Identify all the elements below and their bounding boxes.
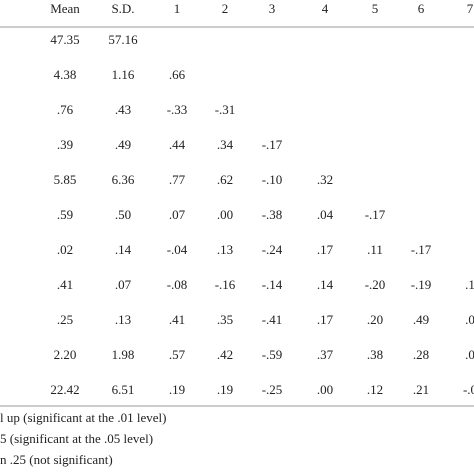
cell: -.08	[167, 277, 188, 292]
cell: 6.36	[112, 172, 135, 187]
cell: -.41	[262, 312, 283, 327]
cell: .00	[217, 207, 233, 222]
cell: 1.16	[112, 67, 135, 82]
cell: 2.20	[54, 347, 77, 362]
cell: .41	[169, 312, 185, 327]
cell: -.31	[215, 102, 236, 117]
cell: .0	[465, 347, 474, 362]
cell: .49	[413, 312, 429, 327]
cell: -.0	[463, 382, 474, 397]
footnote: 5 (significant at the .05 level)	[0, 431, 153, 446]
column-header: S.D.	[111, 1, 134, 16]
cell: .32	[317, 172, 333, 187]
column-header: 2	[222, 1, 229, 16]
column-header: 5	[372, 1, 379, 16]
cell: .14	[317, 277, 334, 292]
cell: -.20	[365, 277, 386, 292]
cell: .28	[413, 347, 429, 362]
cell: 1.98	[112, 347, 135, 362]
cell: .41	[57, 277, 73, 292]
cell: .34	[217, 137, 234, 152]
cell: .57	[169, 347, 186, 362]
cell: 5.85	[54, 172, 77, 187]
cell: .66	[169, 67, 186, 82]
cell: .20	[367, 312, 383, 327]
cell: .0	[465, 312, 474, 327]
cell: -.25	[262, 382, 283, 397]
cell: .44	[169, 137, 186, 152]
cell: 57.16	[108, 32, 138, 47]
footnote: l up (significant at the .01 level)	[0, 410, 166, 425]
cell: .21	[413, 382, 429, 397]
cell: .59	[57, 207, 73, 222]
cell: .07	[169, 207, 186, 222]
column-header: 7	[467, 1, 474, 16]
column-header: 3	[269, 1, 276, 16]
cell: .25	[57, 312, 73, 327]
column-header: Mean	[50, 1, 80, 16]
cell: .37	[317, 347, 334, 362]
cell: .62	[217, 172, 233, 187]
column-header: 6	[418, 1, 425, 16]
cell: 22.42	[50, 382, 79, 397]
cell: .07	[115, 277, 132, 292]
cell: -.24	[262, 242, 283, 257]
cell: -.04	[167, 242, 188, 257]
cell: .19	[169, 382, 185, 397]
cell: 4.38	[54, 67, 77, 82]
cell: -.14	[262, 277, 283, 292]
cell: 47.35	[50, 32, 79, 47]
cell: .50	[115, 207, 131, 222]
cell: .35	[217, 312, 233, 327]
column-header: 1	[174, 1, 181, 16]
cell: -.16	[215, 277, 236, 292]
cell: -.19	[411, 277, 432, 292]
cell: -.17	[411, 242, 432, 257]
cell: .14	[115, 242, 132, 257]
cell: .12	[367, 382, 383, 397]
cell: .19	[217, 382, 233, 397]
cell: .00	[317, 382, 333, 397]
cell: .13	[115, 312, 131, 327]
cell: .02	[57, 242, 73, 257]
column-header: 4	[322, 1, 329, 16]
cell: -.33	[167, 102, 188, 117]
cell: .17	[317, 242, 334, 257]
cell: .11	[367, 242, 383, 257]
cell: .42	[217, 347, 233, 362]
cell: -.17	[365, 207, 386, 222]
cell: .76	[57, 102, 74, 117]
cell: .13	[217, 242, 233, 257]
cell: .77	[169, 172, 186, 187]
footnote: n .25 (not significant)	[0, 452, 113, 467]
cell: .39	[57, 137, 73, 152]
cell: -.17	[262, 137, 283, 152]
cell: -.38	[262, 207, 283, 222]
cell: .38	[367, 347, 383, 362]
cell: -.59	[262, 347, 283, 362]
cell: .1	[465, 277, 474, 292]
cell: .43	[115, 102, 131, 117]
cell: .17	[317, 312, 334, 327]
cell: .04	[317, 207, 334, 222]
cell: .49	[115, 137, 131, 152]
cell: 6.51	[112, 382, 135, 397]
cell: -.10	[262, 172, 283, 187]
